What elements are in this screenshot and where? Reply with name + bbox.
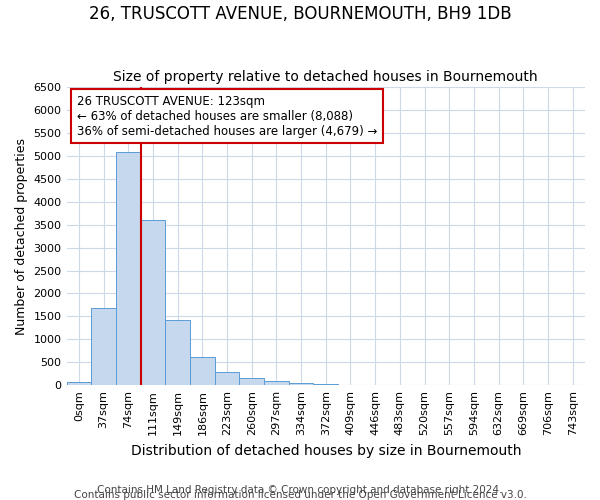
Bar	[215, 372, 239, 385]
Text: Contains public sector information licensed under the Open Government Licence v3: Contains public sector information licen…	[74, 490, 526, 500]
Bar	[91, 308, 116, 385]
Bar	[190, 356, 215, 385]
Bar	[67, 382, 91, 385]
Text: Contains HM Land Registry data © Crown copyright and database right 2024.: Contains HM Land Registry data © Crown c…	[97, 485, 503, 495]
Bar	[264, 380, 289, 385]
Bar	[289, 383, 313, 385]
Bar	[313, 384, 338, 385]
Bar	[239, 378, 264, 385]
Bar	[165, 320, 190, 385]
X-axis label: Distribution of detached houses by size in Bournemouth: Distribution of detached houses by size …	[131, 444, 521, 458]
Text: 26 TRUSCOTT AVENUE: 123sqm
← 63% of detached houses are smaller (8,088)
36% of s: 26 TRUSCOTT AVENUE: 123sqm ← 63% of deta…	[77, 94, 377, 138]
Bar	[116, 152, 140, 385]
Bar	[140, 220, 165, 385]
Y-axis label: Number of detached properties: Number of detached properties	[15, 138, 28, 334]
Text: 26, TRUSCOTT AVENUE, BOURNEMOUTH, BH9 1DB: 26, TRUSCOTT AVENUE, BOURNEMOUTH, BH9 1D…	[89, 5, 511, 23]
Title: Size of property relative to detached houses in Bournemouth: Size of property relative to detached ho…	[113, 70, 538, 85]
